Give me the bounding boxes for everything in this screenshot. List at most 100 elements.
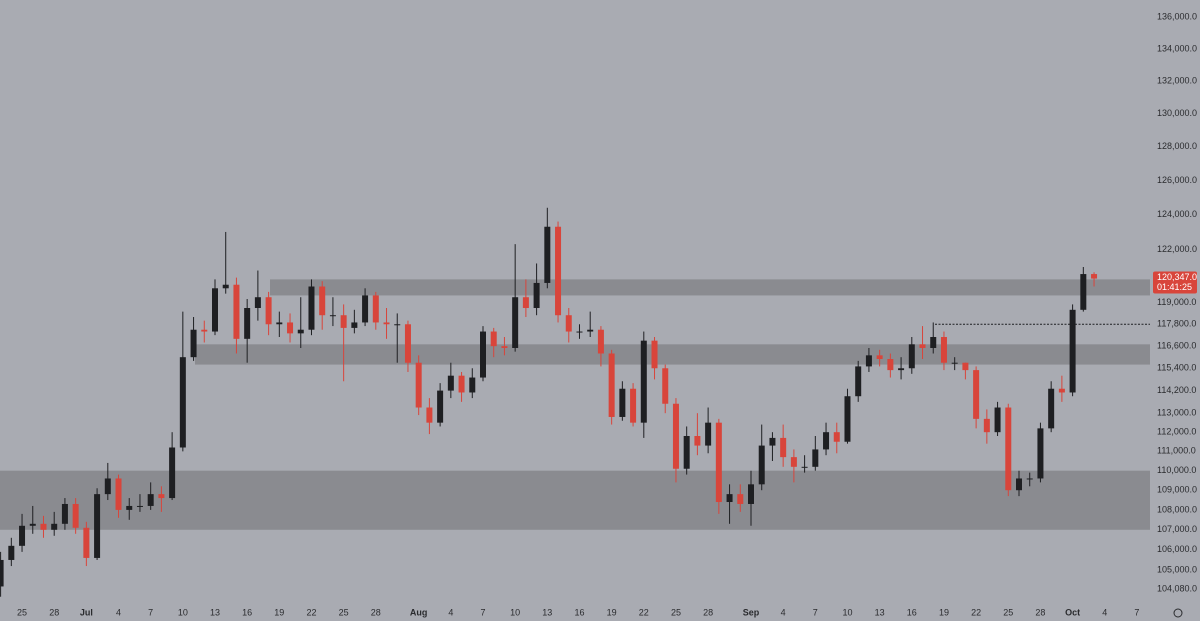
x-tick-label: 25 bbox=[1003, 607, 1013, 617]
y-tick-label: 114,200.0 bbox=[1157, 385, 1196, 395]
x-tick-label: Aug bbox=[410, 607, 428, 617]
x-tick-label: 28 bbox=[371, 607, 381, 617]
candle-body bbox=[8, 545, 15, 560]
candle-body bbox=[769, 437, 776, 446]
candle-body bbox=[297, 329, 304, 334]
x-tick-label: 19 bbox=[939, 607, 949, 617]
candle-body bbox=[169, 447, 176, 499]
candle-body bbox=[855, 366, 862, 397]
candle-body bbox=[308, 286, 315, 330]
candle-body bbox=[908, 344, 915, 369]
x-tick-label: 16 bbox=[242, 607, 252, 617]
candle-body bbox=[812, 449, 819, 467]
x-tick-label: 22 bbox=[639, 607, 649, 617]
x-tick-label: 25 bbox=[17, 607, 27, 617]
x-tick-label: Sep bbox=[743, 607, 760, 617]
zone bbox=[0, 470, 1150, 530]
candle-body bbox=[415, 362, 422, 408]
y-tick-label: 113,000.0 bbox=[1157, 408, 1196, 418]
x-tick-label: 4 bbox=[1102, 607, 1107, 617]
candle-body bbox=[115, 478, 122, 510]
price-label: 120,347.0 bbox=[1157, 272, 1197, 282]
candle-body bbox=[973, 370, 980, 419]
candle-body bbox=[865, 355, 872, 367]
candle-body bbox=[147, 494, 154, 506]
candle-body bbox=[19, 525, 26, 546]
y-tick-label: 119,000.0 bbox=[1157, 297, 1196, 307]
y-tick-label: 116,600.0 bbox=[1157, 341, 1196, 351]
candle-body bbox=[962, 362, 969, 371]
candle-body bbox=[136, 505, 143, 507]
x-tick-label: 4 bbox=[781, 607, 786, 617]
candle-body bbox=[190, 329, 197, 358]
candle-body bbox=[597, 329, 604, 354]
x-tick-label: 13 bbox=[875, 607, 885, 617]
candle-body bbox=[930, 337, 937, 348]
candle-body bbox=[1091, 274, 1098, 279]
candle-body bbox=[994, 407, 1001, 433]
settings-icon[interactable] bbox=[1173, 608, 1183, 618]
x-tick-label: 22 bbox=[306, 607, 316, 617]
candle-body bbox=[672, 403, 679, 469]
y-tick-label: 132,000.0 bbox=[1157, 75, 1197, 85]
x-tick-label: 13 bbox=[210, 607, 220, 617]
candle-body bbox=[737, 494, 744, 504]
y-tick-label: 136,000.0 bbox=[1157, 12, 1197, 22]
x-tick-label: 25 bbox=[671, 607, 681, 617]
candle-body bbox=[1026, 478, 1033, 480]
x-tick-label: 13 bbox=[542, 607, 552, 617]
candle-body bbox=[608, 353, 615, 417]
candle-body bbox=[726, 494, 733, 503]
x-tick-label: 7 bbox=[1134, 607, 1139, 617]
x-tick-label: 19 bbox=[274, 607, 284, 617]
candle-body bbox=[490, 331, 497, 347]
candle-body bbox=[533, 282, 540, 309]
x-tick-label: 22 bbox=[971, 607, 981, 617]
x-tick-label: 28 bbox=[1035, 607, 1045, 617]
candle-body bbox=[512, 297, 519, 348]
countdown: 01:41:25 bbox=[1157, 282, 1192, 292]
candle-body bbox=[940, 337, 947, 363]
candle-body bbox=[276, 322, 283, 325]
candle-body bbox=[694, 435, 701, 446]
candle-body bbox=[40, 523, 47, 530]
candle-body bbox=[1016, 478, 1022, 491]
candle-body bbox=[254, 297, 261, 309]
x-tick-label: 7 bbox=[480, 607, 485, 617]
x-tick-label: 10 bbox=[178, 607, 188, 617]
candle-body bbox=[329, 315, 336, 317]
candle-body bbox=[437, 390, 444, 423]
x-tick-label: 28 bbox=[49, 607, 59, 617]
candle-body bbox=[565, 315, 572, 332]
x-tick-label: 4 bbox=[116, 607, 121, 617]
candle-body bbox=[1069, 309, 1076, 393]
candle-body bbox=[480, 331, 486, 378]
candle-body bbox=[469, 377, 476, 393]
y-tick-label: 122,000.0 bbox=[1157, 244, 1197, 254]
x-tick-label: 4 bbox=[448, 607, 453, 617]
candle-body bbox=[404, 324, 411, 363]
candle-body bbox=[951, 362, 958, 364]
zone bbox=[270, 279, 1150, 296]
y-tick-label: 106,000.0 bbox=[1157, 544, 1197, 554]
candle-body bbox=[758, 445, 765, 485]
price-label-box bbox=[1153, 271, 1197, 294]
candle-body bbox=[201, 329, 208, 332]
candle-body bbox=[587, 329, 594, 332]
candle-body bbox=[705, 422, 712, 446]
candle-body bbox=[372, 295, 379, 323]
candle-body bbox=[244, 308, 251, 339]
candle-body bbox=[340, 315, 347, 328]
candle-body bbox=[780, 437, 787, 458]
candle-body bbox=[619, 388, 626, 417]
candle-body bbox=[83, 527, 90, 558]
candle-body bbox=[1005, 407, 1012, 491]
x-tick-label: 10 bbox=[842, 607, 852, 617]
candle-body bbox=[887, 359, 894, 371]
x-tick-label: 16 bbox=[907, 607, 917, 617]
candle-body bbox=[362, 295, 369, 323]
candle-body bbox=[876, 355, 883, 360]
candle-body bbox=[233, 284, 240, 339]
x-tick-label: 7 bbox=[813, 607, 818, 617]
